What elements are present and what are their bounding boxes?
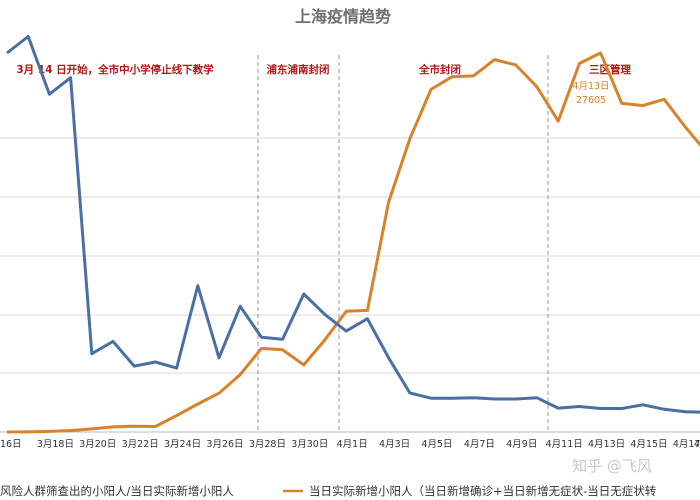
x-tick-label: 4月17日	[673, 439, 700, 450]
series-line-orange	[6, 51, 700, 434]
x-tick-label: 4月5日	[421, 439, 452, 450]
peak-annotation-value: 27605	[576, 95, 606, 106]
x-tick-label: 4	[694, 439, 700, 450]
x-tick-label: 4月7日	[464, 439, 495, 450]
series-line-blue	[6, 35, 700, 414]
x-tick-label: 3月28日	[249, 439, 286, 450]
chart-title: 上海疫情趋势	[295, 7, 391, 26]
peak-annotation-date: 4月13日	[572, 81, 609, 92]
x-tick-label: 4月13日	[588, 439, 625, 450]
x-tick-label: 3月18日	[37, 439, 74, 450]
legend-label-blue-series: 风险人群筛查出的小阳人/当日实际新增小阳人	[0, 484, 234, 498]
x-tick-label: 4月3日	[379, 439, 410, 450]
phase-label-three-zone: 三区管理	[589, 63, 631, 76]
x-tick-label: 4月1日	[337, 439, 368, 450]
x-tick-label: 16日	[0, 439, 22, 450]
legend-label-orange-series: 当日实际新增小阳人（当日新增确诊+当日新增无症状-当日无症状转	[309, 484, 657, 498]
phase-label-school-closure: 3月 14 日开始，全市中小学停止线下教学	[16, 63, 214, 76]
x-tick-label: 4月15日	[630, 439, 667, 450]
phase-label-city-lockdown: 全市封闭	[418, 63, 461, 76]
x-tick-label: 4月11日	[546, 439, 583, 450]
x-tick-label: 3月22日	[122, 439, 159, 450]
phase-label-pudong-closure: 浦东浦南封闭	[267, 63, 330, 76]
x-tick-label: 3月30日	[291, 439, 328, 450]
legend: 风险人群筛查出的小阳人/当日实际新增小阳人 当日实际新增小阳人（当日新增确诊+当…	[0, 484, 657, 498]
x-tick-label: 3月20日	[79, 439, 116, 450]
watermark: 知乎 @飞风	[572, 457, 652, 475]
x-tick-label: 3月26日	[206, 439, 243, 450]
x-tick-label: 4月9日	[506, 439, 537, 450]
x-tick-label: 3月24日	[164, 439, 201, 450]
phase-dividers	[257, 55, 549, 432]
gridlines	[0, 137, 700, 374]
